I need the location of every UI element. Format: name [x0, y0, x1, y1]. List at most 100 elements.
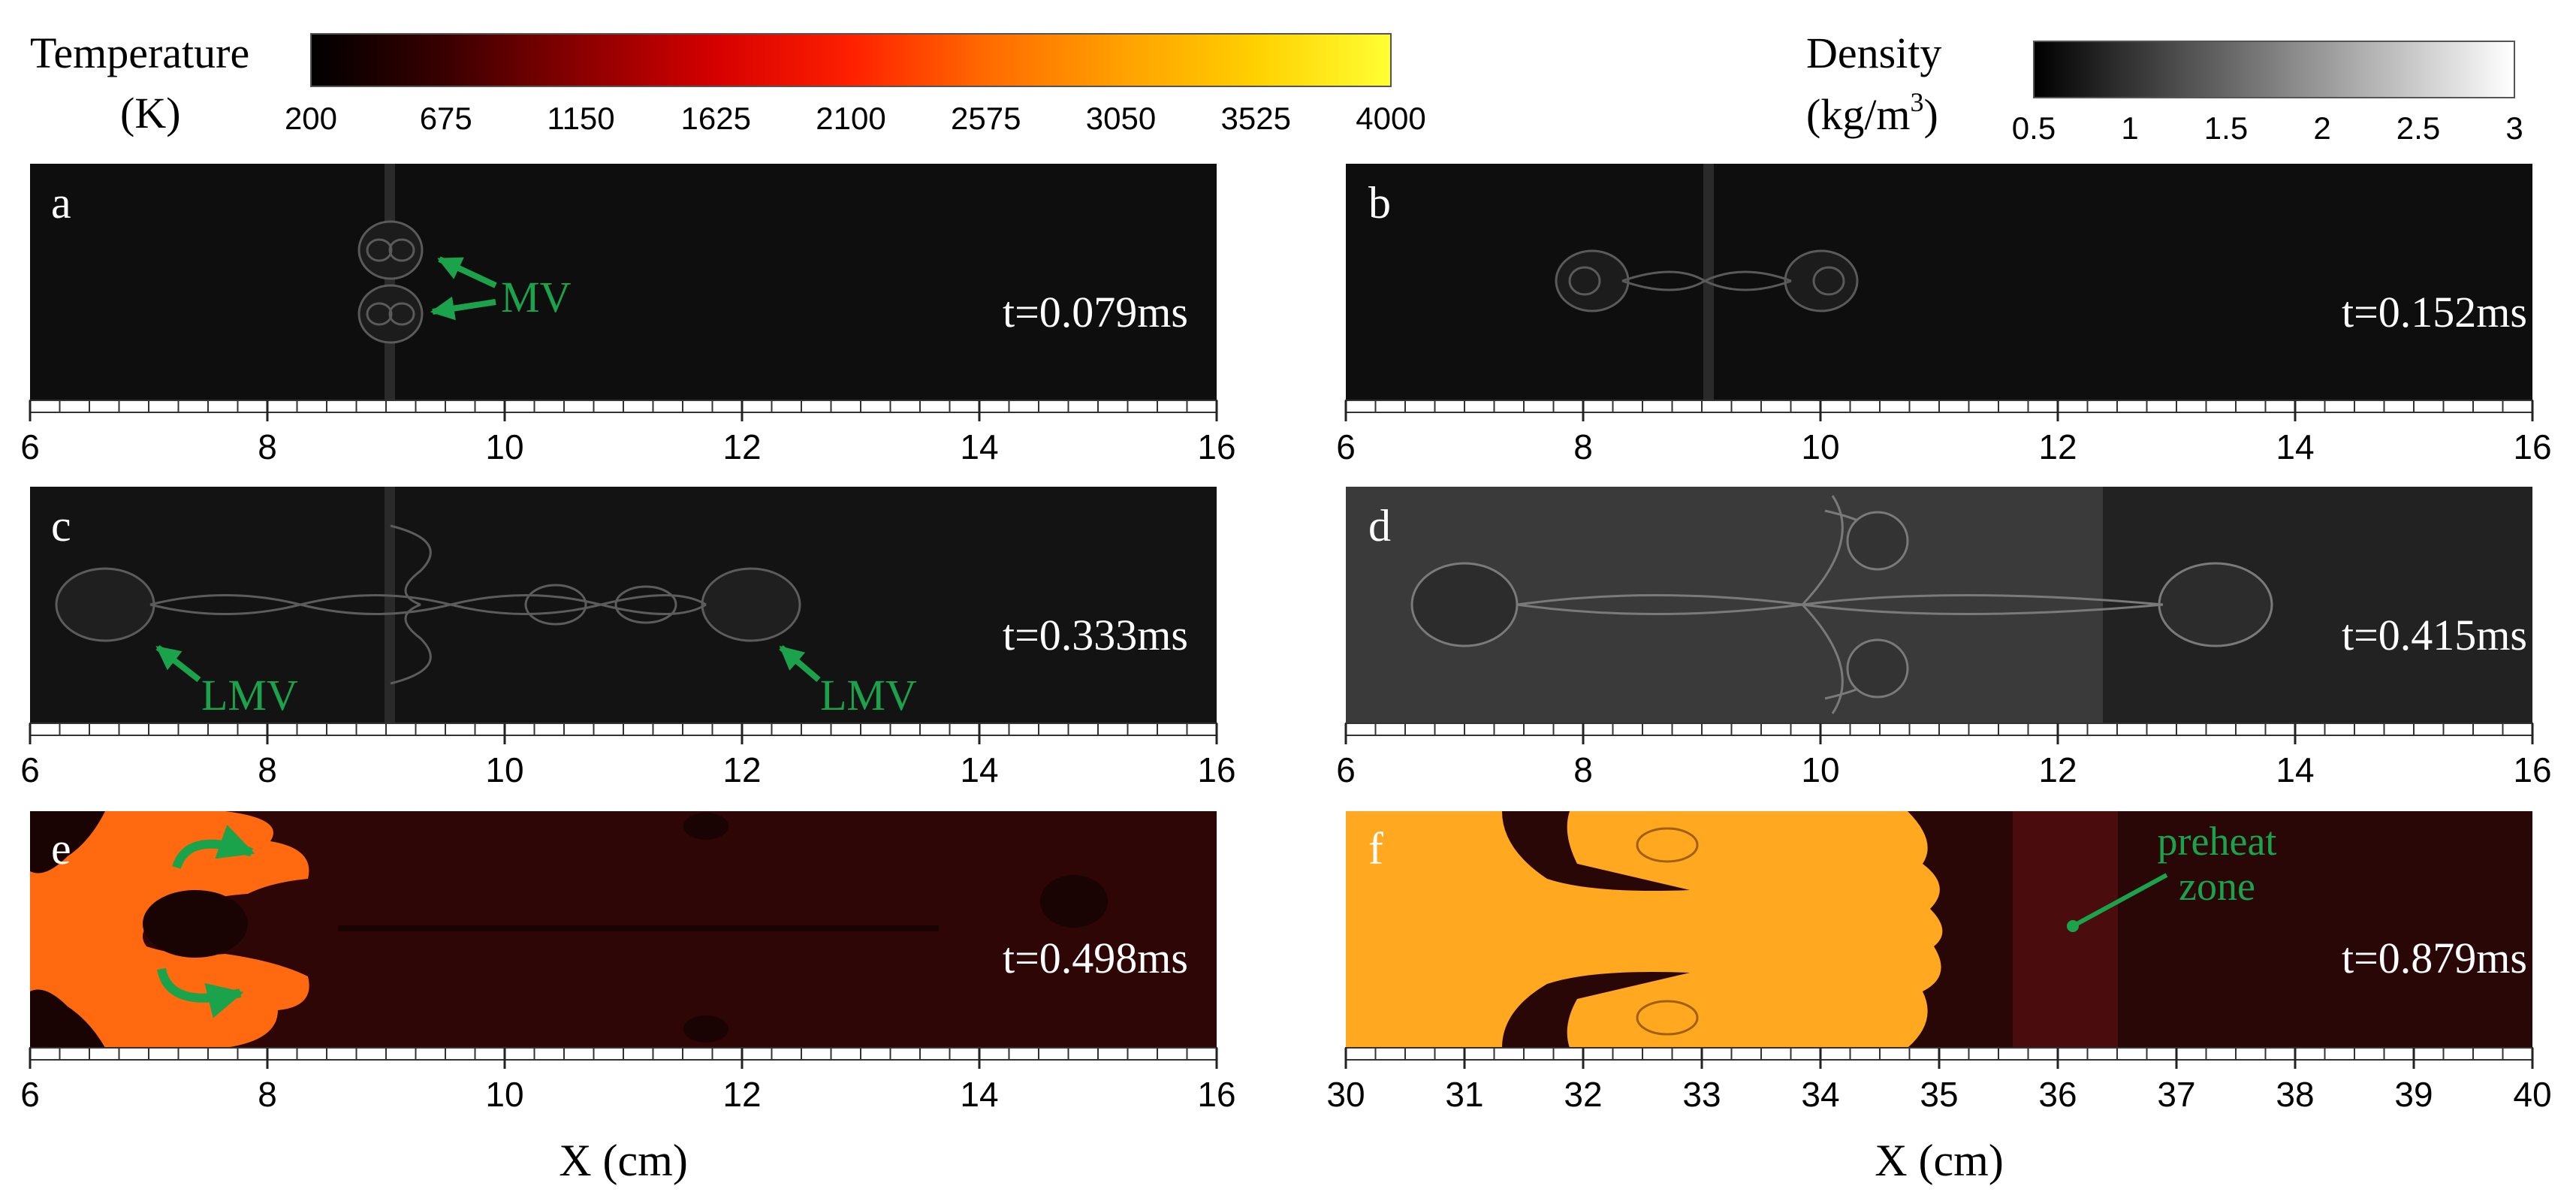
panel-a-annotation-mv: MV [501, 273, 572, 321]
axis-tick-label: 10 [1801, 750, 1839, 789]
temperature-colorbar-tick-label: 2575 [951, 101, 1021, 136]
panel-a-axis: 6 8 10 12 14 16 [20, 400, 1236, 466]
panel-e-label: e [51, 824, 71, 874]
panel-f-annotation-line1: preheat [2158, 819, 2277, 864]
axis-tick-label: 14 [960, 427, 998, 466]
temperature-colorbar-tick-label: 3050 [1086, 101, 1156, 136]
axis-tick-label: 34 [1801, 1075, 1839, 1114]
panel-d-label: d [1368, 501, 1391, 551]
temperature-colorbar-tick-label: 1150 [547, 101, 614, 136]
axis-tick-label: 14 [2276, 750, 2314, 789]
temperature-colorbar-ticks: 200 675 1150 1625 2100 2575 3050 3525 4000 [285, 101, 1426, 136]
axis-tick-label: 14 [960, 1075, 998, 1114]
panel-a-field [30, 164, 1217, 400]
panel-d-flow-features [1410, 495, 2273, 714]
panel-d-axis: 6 8 10 12 14 16 [1336, 723, 2552, 789]
axis-tick-label: 32 [1564, 1075, 1602, 1114]
axis-tick-label: 37 [2157, 1075, 2195, 1114]
axis-tick-label: 10 [485, 1075, 523, 1114]
density-colorbar-tick-label: 0.5 [2012, 110, 2056, 146]
temperature-colorbar-tick-label: 1625 [681, 101, 751, 136]
temperature-colorbar-tick-label: 200 [285, 101, 337, 136]
axis-tick-label: 16 [2513, 750, 2551, 789]
axis-tick-label: 8 [258, 750, 277, 789]
axis-tick-label: 36 [2038, 1075, 2077, 1114]
axis-tick-label: 35 [1920, 1075, 1958, 1114]
panel-c-flow-features [55, 487, 801, 723]
temperature-colorbar-tick-label: 2100 [816, 101, 885, 136]
axis-tick-label: 16 [1197, 427, 1235, 466]
panel-c-annotation-lmv-right: LMV [820, 671, 917, 720]
panel-a-time: t=0.079ms [1003, 288, 1188, 336]
axis-tick-label: 10 [1801, 427, 1839, 466]
axis-tick-label: 12 [722, 1075, 761, 1114]
density-legend-unit: (kg/m3) [1806, 87, 1938, 139]
axis-tick-label: 16 [1197, 750, 1235, 789]
panel-c: c t=0.333ms LMV LMV 6 8 10 12 14 16 [20, 487, 1236, 789]
panel-e: e t=0.498ms 6 8 10 12 14 16 [20, 811, 1236, 1114]
panel-c-field [30, 487, 1217, 723]
axis-tick-label: 12 [722, 750, 761, 789]
density-colorbar [2033, 41, 2515, 98]
axis-tick-label: 8 [258, 427, 277, 466]
panel-a-annotation: MV [430, 256, 572, 321]
panels: a t=0.079ms MV 6 8 10 12 14 16 b t=0.152m [20, 164, 2552, 1114]
panel-a: a t=0.079ms MV 6 8 10 12 14 16 [20, 164, 1236, 466]
panel-a-label: a [51, 178, 71, 228]
panel-e-time: t=0.498ms [1003, 934, 1188, 982]
panel-f-flame [1346, 811, 1943, 1048]
panel-c-label: c [51, 501, 71, 551]
temperature-legend-unit: (K) [120, 89, 181, 137]
panel-b-field [1346, 164, 2532, 400]
density-legend: Density (kg/m3) 0.5 1 1.5 2 2.5 3 [1806, 29, 2523, 146]
axis-tick-label: 16 [2513, 427, 2551, 466]
panel-b-axis: 6 8 10 12 14 16 [1336, 400, 2552, 466]
axis-tick-label: 12 [2038, 427, 2077, 466]
axis-tick-label: 33 [1682, 1075, 1721, 1114]
axis-tick-label: 6 [20, 1075, 40, 1114]
panel-b: b t=0.152ms 6 8 10 12 14 16 [1336, 164, 2552, 466]
density-colorbar-tick-label: 3 [2505, 110, 2523, 146]
axis-tick-label: 6 [20, 427, 40, 466]
x-axis-title-right: X (cm) [1875, 1136, 2004, 1185]
axis-tick-label: 8 [258, 1075, 277, 1114]
axis-tick-label: 6 [20, 750, 40, 789]
panel-c-axis: 6 8 10 12 14 16 [20, 723, 1236, 789]
panel-f-label: f [1368, 824, 1383, 874]
panel-e-axis: 6 8 10 12 14 16 [20, 1047, 1236, 1114]
axis-tick-label: 14 [960, 750, 998, 789]
axis-tick-label: 8 [1573, 750, 1593, 789]
axis-tick-label: 31 [1445, 1075, 1483, 1114]
temperature-legend-title: Temperature [30, 29, 249, 77]
axis-tick-label: 16 [1197, 1075, 1235, 1114]
panel-e-annotations [157, 824, 255, 1018]
panel-e-flow-hints [338, 813, 1108, 1043]
axis-tick-label: 12 [722, 427, 761, 466]
axis-tick-label: 6 [1336, 750, 1356, 789]
axis-tick-label: 38 [2276, 1075, 2314, 1114]
axis-tick-label: 8 [1573, 427, 1593, 466]
axis-tick-label: 39 [2394, 1075, 2433, 1114]
panel-d: d t=0.415ms 6 8 10 12 14 16 [1336, 487, 2552, 789]
panel-c-annotation-lmv-left: LMV [201, 671, 298, 720]
panel-f-annotation-line2: zone [2179, 864, 2255, 909]
axis-tick-label: 14 [2276, 427, 2314, 466]
panel-c-annotations: LMV LMV [155, 644, 917, 720]
panel-f: preheat zone f t=0.879ms 30 31 32 33 34 35 36 3… [1326, 811, 2552, 1114]
density-colorbar-ticks: 0.5 1 1.5 2 2.5 3 [2012, 110, 2523, 146]
temperature-legend: Temperature (K) 200 675 1150 1625 2100 2575 30… [30, 29, 1426, 137]
panel-f-annotation: preheat zone [2067, 819, 2276, 932]
axis-tick-label: 30 [1326, 1075, 1365, 1114]
axis-tick-label: 12 [2038, 750, 2077, 789]
axis-tick-label: 10 [485, 427, 523, 466]
x-axis-title-left: X (cm) [559, 1136, 688, 1185]
axis-tick-label: 6 [1336, 427, 1356, 466]
temperature-colorbar-tick-label: 3525 [1221, 101, 1291, 136]
density-colorbar-tick-label: 2 [2313, 110, 2330, 146]
panel-c-time: t=0.333ms [1003, 611, 1188, 659]
temperature-colorbar-tick-label: 675 [420, 101, 472, 136]
panel-f-preheat-band [2013, 811, 2118, 1048]
temperature-colorbar-tick-label: 4000 [1356, 101, 1425, 136]
density-colorbar-tick-label: 1 [2121, 110, 2138, 146]
